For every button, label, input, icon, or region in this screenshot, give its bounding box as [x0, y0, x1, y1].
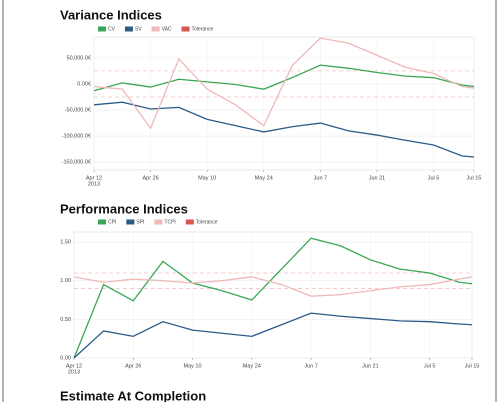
series-line — [93, 64, 475, 92]
legend-label: VAC — [162, 26, 172, 32]
series-line — [93, 37, 475, 130]
legend-label: Tolerance — [192, 26, 214, 32]
y-tick-label: -150,000.0€ — [62, 160, 91, 166]
x-tick-label: May 24 — [255, 175, 273, 181]
legend-swatch — [124, 26, 133, 32]
y-tick-label: 50,000.0€ — [67, 55, 91, 61]
legend-swatch — [98, 26, 106, 32]
legend-label: Tolerance — [196, 219, 218, 225]
legend-label: SV — [135, 26, 142, 32]
legend-swatch — [181, 26, 190, 32]
x-tick-label: Jun 21 — [362, 363, 379, 369]
x-tick-label: Jul 5 — [428, 175, 440, 181]
x-tick-label: 2013 — [68, 369, 80, 375]
y-tick-label: -100,000.0€ — [62, 134, 91, 140]
legend-swatch — [126, 219, 135, 225]
y-tick-label: 1.00 — [60, 278, 71, 284]
y-tick-label: 0.00€ — [77, 81, 91, 87]
x-tick-label: May 24 — [243, 363, 261, 369]
legend-label: CPI — [108, 219, 116, 225]
x-tick-label: Apr 12 — [66, 363, 82, 369]
x-tick-label: Apr 26 — [125, 363, 141, 369]
legend-label: CV — [108, 26, 116, 32]
legend-swatch — [98, 219, 106, 225]
x-tick-label: 2013 — [88, 181, 100, 187]
x-tick-label: Jun 7 — [314, 175, 327, 181]
series-line — [73, 312, 473, 359]
chart-title: Variance Indices — [60, 7, 162, 22]
x-tick-label: Jul 5 — [424, 363, 436, 369]
legend-swatch — [151, 26, 160, 32]
legend-swatch — [185, 219, 194, 225]
x-tick-label: Jul 15 — [465, 363, 480, 369]
legend-label: SPI — [136, 219, 144, 225]
x-tick-label: Jul 15 — [467, 175, 482, 181]
chart-title: Performance Indices — [60, 201, 188, 216]
x-tick-label: Jun 7 — [304, 363, 317, 369]
series-line — [93, 101, 475, 158]
section-title: Estimate At Completion — [60, 388, 206, 402]
x-tick-label: Apr 26 — [142, 175, 158, 181]
series-line — [73, 276, 473, 297]
y-tick-label: -50,000.0€ — [65, 107, 91, 113]
series-line — [73, 237, 473, 359]
y-tick-label: 1.50 — [60, 240, 71, 246]
x-tick-label: May 10 — [184, 363, 202, 369]
x-tick-label: Jun 21 — [369, 175, 386, 181]
x-tick-label: Apr 12 — [86, 175, 102, 181]
legend-swatch — [154, 219, 163, 225]
y-tick-label: 0.50 — [60, 317, 71, 323]
y-tick-label: 0.00 — [60, 355, 71, 361]
x-tick-label: May 10 — [198, 175, 216, 181]
legend-label: TCPI — [164, 219, 175, 225]
